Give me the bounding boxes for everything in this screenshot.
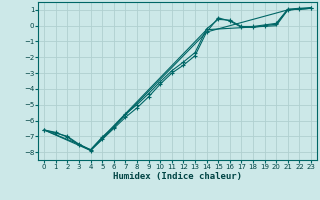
X-axis label: Humidex (Indice chaleur): Humidex (Indice chaleur): [113, 172, 242, 181]
